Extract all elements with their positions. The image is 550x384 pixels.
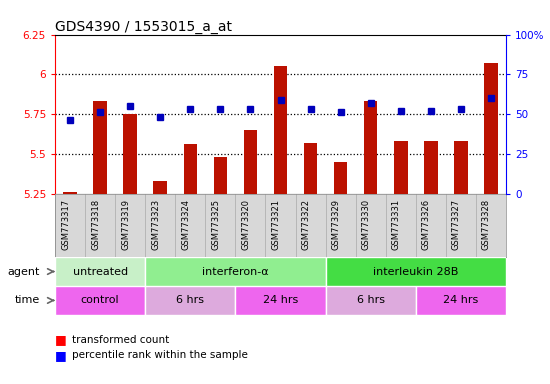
Bar [484,63,498,194]
Bar [394,141,408,194]
Text: GSM773325: GSM773325 [211,199,221,250]
Bar [326,257,506,286]
Bar [63,192,77,194]
Text: untreated: untreated [73,266,128,276]
Text: ■: ■ [55,333,67,346]
Bar [326,286,416,315]
Text: ■: ■ [55,349,67,362]
Text: 24 hrs: 24 hrs [443,295,478,305]
Bar [244,130,257,194]
Bar [364,101,377,194]
Text: GSM773321: GSM773321 [272,199,280,250]
Bar [416,286,506,315]
Text: GSM773327: GSM773327 [452,199,461,250]
Text: GSM773326: GSM773326 [422,199,431,250]
Text: GSM773329: GSM773329 [332,199,340,250]
Text: GDS4390 / 1553015_a_at: GDS4390 / 1553015_a_at [55,20,232,33]
Text: interleukin 28B: interleukin 28B [373,266,459,276]
Text: GSM773323: GSM773323 [151,199,160,250]
Text: 6 hrs: 6 hrs [177,295,204,305]
Text: control: control [81,295,119,305]
Bar [424,141,438,194]
Bar [55,257,145,286]
Text: GSM773331: GSM773331 [392,199,401,250]
Text: interferon-α: interferon-α [202,266,269,276]
Bar [55,286,145,315]
Text: GSM773324: GSM773324 [182,199,190,250]
Text: 6 hrs: 6 hrs [357,295,384,305]
Text: 24 hrs: 24 hrs [263,295,298,305]
Text: GSM773320: GSM773320 [241,199,250,250]
Text: GSM773317: GSM773317 [61,199,70,250]
Bar [274,66,287,194]
Text: GSM773328: GSM773328 [482,199,491,250]
Bar [235,286,326,315]
Bar [184,144,197,194]
Bar [304,142,317,194]
Text: transformed count: transformed count [72,335,169,345]
Text: percentile rank within the sample: percentile rank within the sample [72,350,248,360]
Bar [123,114,137,194]
Bar [145,286,235,315]
Text: agent: agent [8,266,40,276]
Bar [334,162,348,194]
Bar [454,141,467,194]
Text: GSM773330: GSM773330 [362,199,371,250]
Text: GSM773322: GSM773322 [301,199,311,250]
Bar [94,101,107,194]
Text: GSM773318: GSM773318 [91,199,100,250]
Bar [213,157,227,194]
Bar [145,257,326,286]
Bar [153,181,167,194]
Text: GSM773319: GSM773319 [121,199,130,250]
Text: time: time [15,295,40,305]
